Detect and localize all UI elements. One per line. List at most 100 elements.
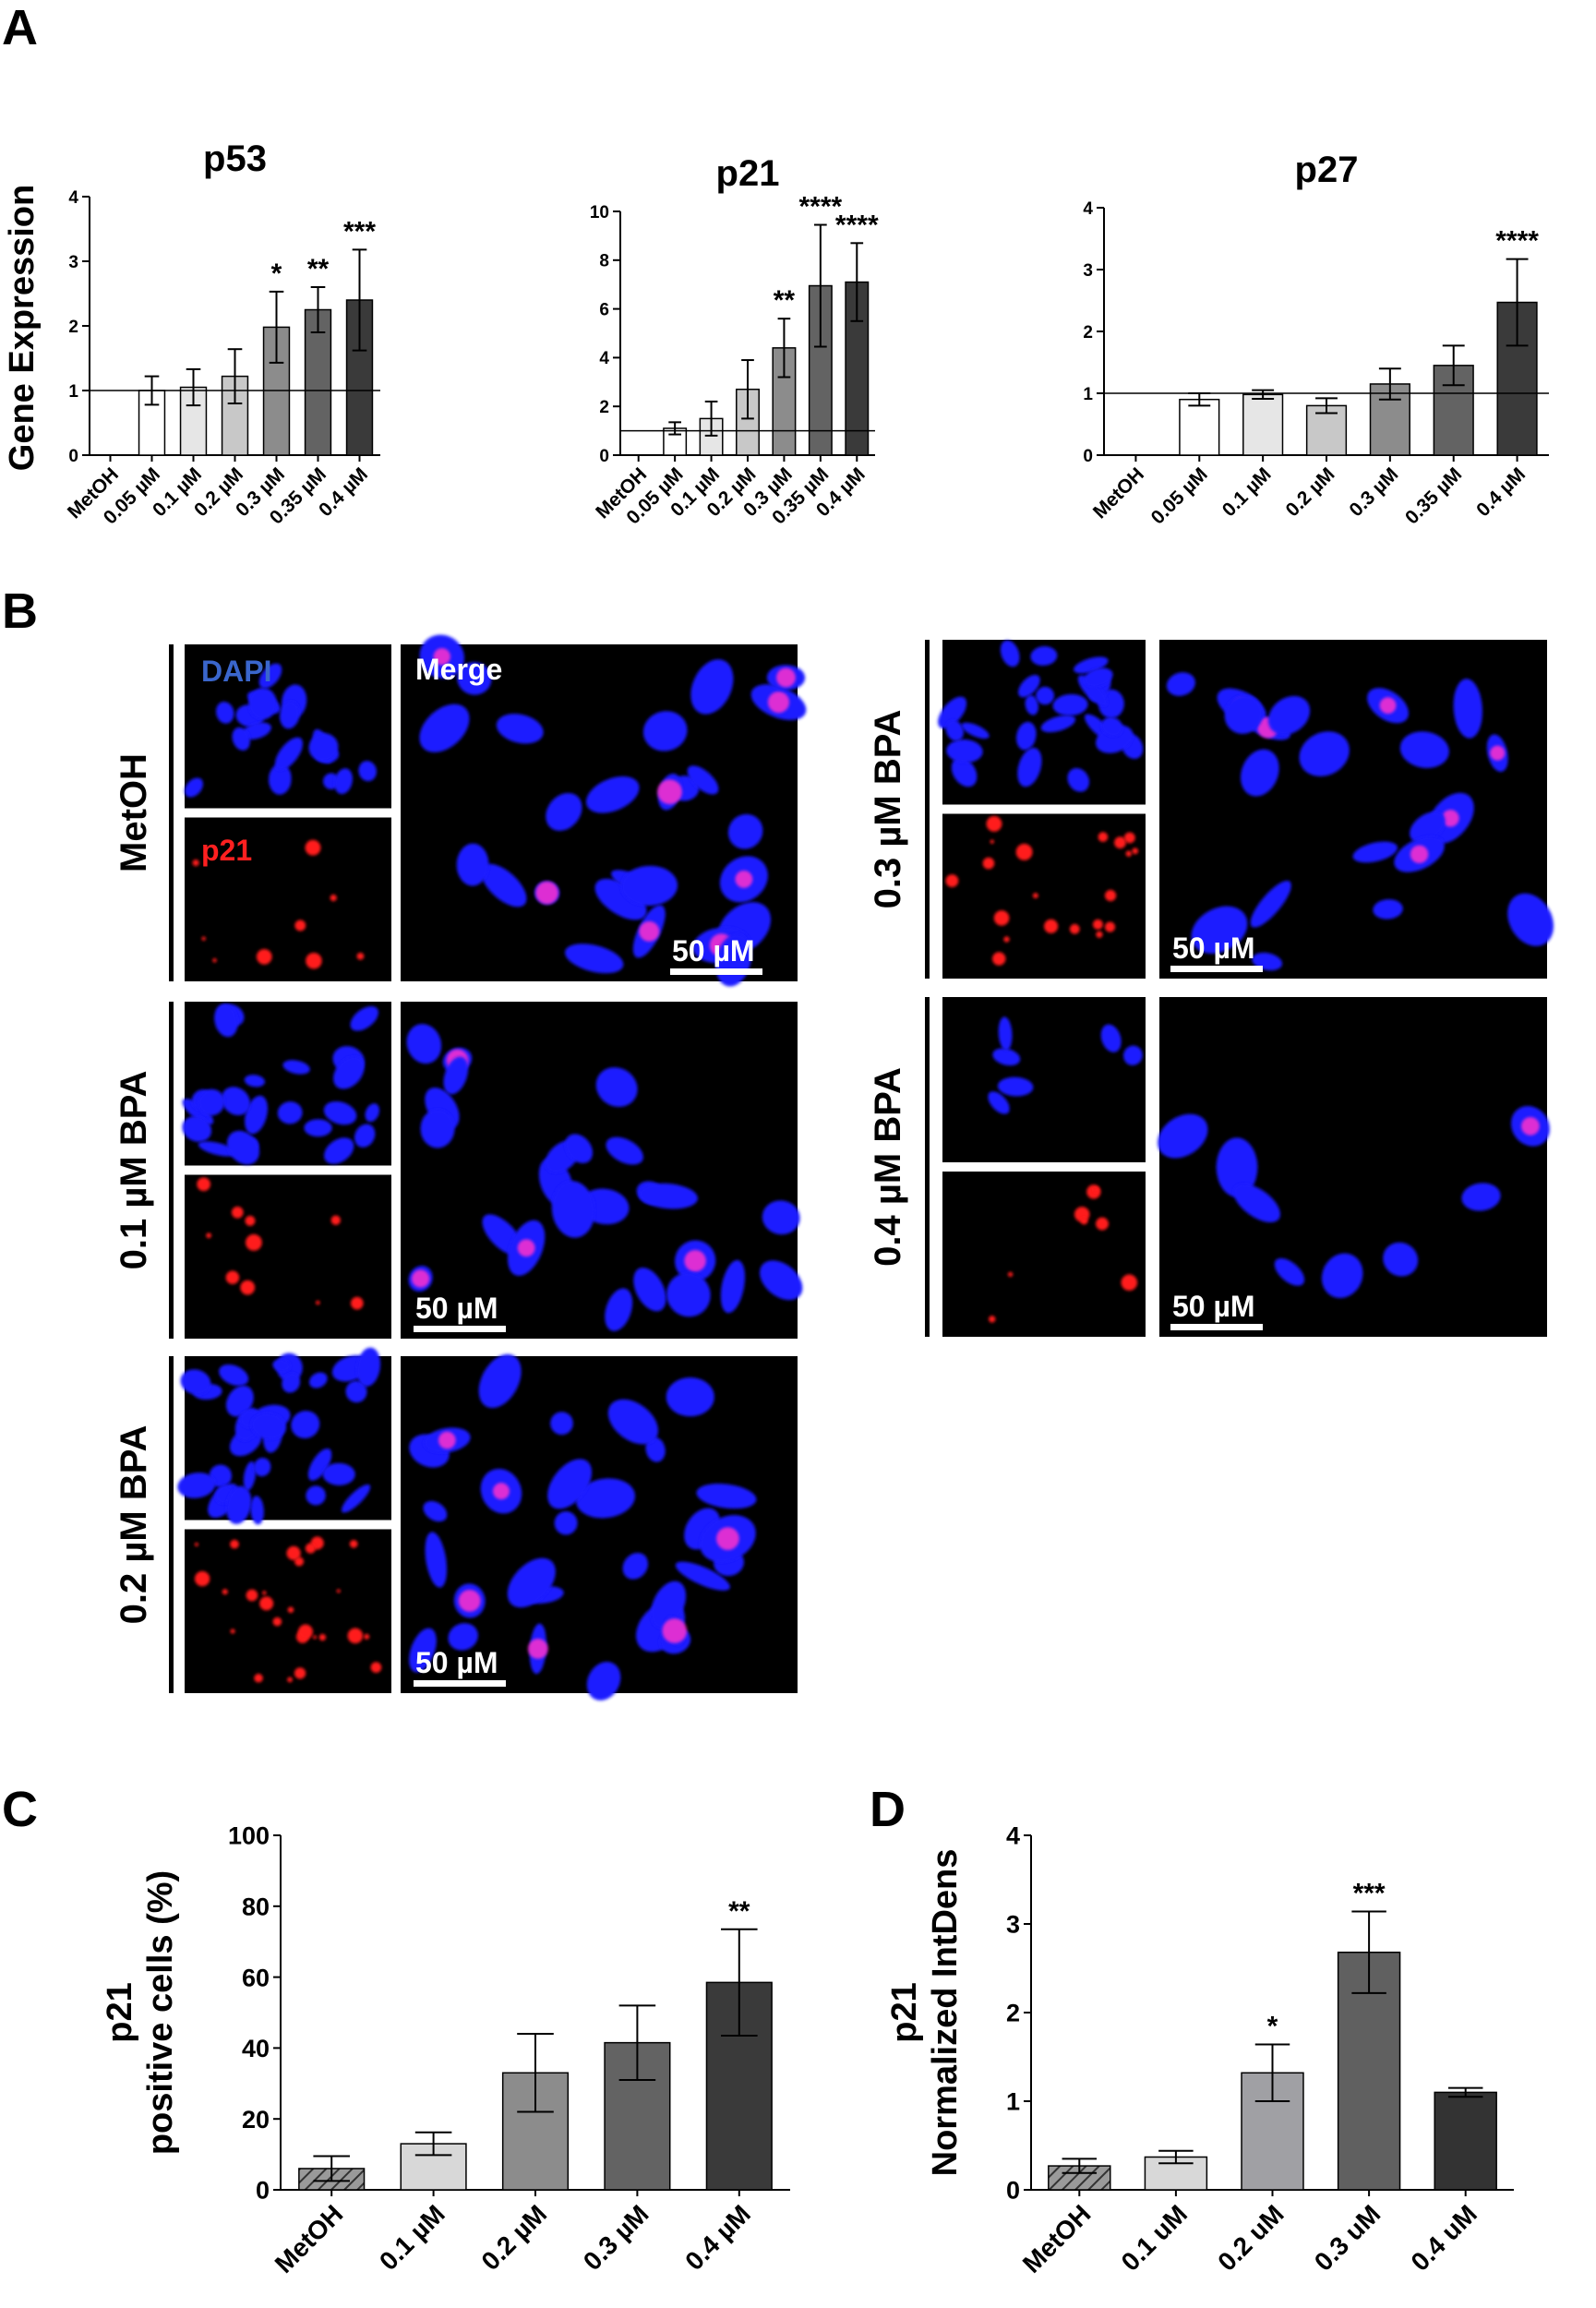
p21-spot [982,857,995,870]
p21-spot [192,859,199,867]
p21-spot [989,1316,996,1323]
y-tick-label: 0 [68,447,78,466]
nucleus [1461,1183,1501,1211]
nucleus [443,1056,469,1095]
nucleus [221,1087,251,1116]
p21-spot [259,1596,274,1611]
nucleus [481,863,527,908]
nucleus [1240,749,1279,797]
p21-spot [206,1232,212,1239]
image-background [942,997,1146,1162]
p21-spot [316,1300,320,1305]
p21-spot [990,839,994,844]
nucleus [182,1115,212,1142]
p21-spot [1096,1217,1109,1231]
nucleus [282,1373,301,1393]
nucleus [333,1056,365,1089]
nucleus [951,757,978,787]
nucleus [304,1119,332,1137]
significance-label: * [1267,2012,1278,2042]
p21-signal [1379,697,1397,715]
p21-signal [535,881,558,905]
nucleus [272,1359,291,1373]
nucleus [243,1461,257,1491]
nucleus [307,1448,332,1481]
nucleus [198,1141,237,1157]
nucleus [177,1473,216,1498]
p21-spot [306,952,322,969]
panel-a-ylabel: Gene Expression [3,185,42,471]
microscopy-panel: MetOH 50 µM 0.1 µM BPA 50 µM 0.2 µM BPA 50 µM… [114,634,1554,1701]
y-tick-label: 20 [242,2106,270,2134]
scale-bar [1170,966,1263,972]
nucleus [606,1136,643,1165]
y-tick-label: 100 [228,1822,270,1850]
p21-spot [225,1270,240,1285]
y-tick-label: 2 [68,318,78,337]
nucleus [651,1581,687,1629]
y-tick-label: 0 [1083,447,1093,466]
row-bracket [925,997,930,1337]
merge-image [401,1002,803,1339]
p21-signal [684,1249,706,1272]
nucleus [622,1552,649,1580]
p21-spot [330,1215,342,1225]
nucleus [425,1532,448,1588]
nucleus [225,1385,254,1417]
p21-signal [735,870,753,888]
scale-bar [1170,1324,1263,1330]
nucleus [1410,811,1446,843]
significance-label: **** [835,210,879,240]
nucleus [645,1436,666,1462]
dapi-channel-label: DAPI [201,655,271,688]
p21-signal [657,779,682,805]
y-tick-label: 40 [242,2035,270,2062]
y-tick-label: 3 [1083,261,1093,281]
nucleus [419,703,470,752]
y-tick-label: 1 [68,382,78,402]
nucleus [354,1124,376,1148]
nucleus [1040,715,1076,733]
nucleus [988,1091,1010,1114]
scale-label: 50 µM [415,1646,498,1679]
category-label: 0.3 µM [578,2199,654,2276]
nucleus [1216,1137,1258,1197]
p21-spot [1086,1184,1101,1199]
p21-signal [517,1239,535,1257]
significance-label: *** [1353,1879,1386,1909]
image-background [942,1172,1146,1337]
nucleus [1017,747,1042,787]
p21-signal [527,1639,548,1659]
p21-image [185,1529,391,1693]
nucleus [365,1103,380,1123]
category-label: 0.2 µM [475,2199,552,2276]
nucleus [550,1412,573,1436]
p21-spot [1114,836,1126,849]
nucleus [639,1183,698,1209]
nucleus [356,1347,381,1387]
p21-spot [194,1570,210,1587]
nucleus [241,722,271,740]
p21-signal [492,1483,510,1500]
p21-spot [294,1667,306,1679]
nucleus [250,1496,264,1525]
p21-spot [194,1542,198,1546]
nucleus [282,1060,310,1075]
p21-signal [767,691,790,714]
nucleus [324,1137,354,1164]
p21-spot [1015,843,1033,860]
nucleus [1233,1184,1280,1223]
p21-image [185,817,391,981]
p21-spot [212,957,217,963]
dapi-image [942,997,1146,1162]
row-label: 0.3 µM BPA [868,710,908,909]
nucleus [215,702,234,724]
y-tick-label: 2 [1006,2000,1020,2027]
row-label: MetOH [114,753,154,872]
category-label: 0.1 uM [1116,2199,1194,2277]
p21-spot [993,910,1010,926]
p21-image [942,813,1146,979]
panel-label-d: D [870,1782,906,1837]
nucleus [595,1067,638,1107]
